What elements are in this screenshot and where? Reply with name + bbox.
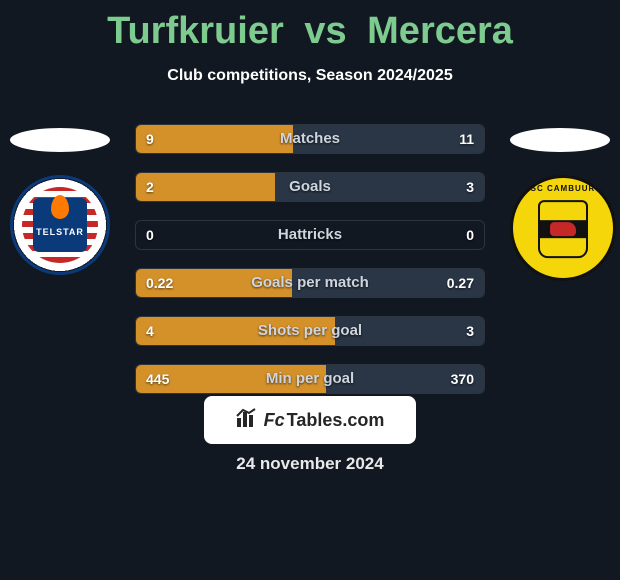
club-logo-left: TELSTAR (10, 175, 110, 275)
stat-label: Goals per match (136, 269, 484, 297)
subtitle: Club competitions, Season 2024/2025 (0, 67, 620, 85)
stat-row: 445370Min per goal (135, 364, 485, 394)
left-lozenge (10, 128, 110, 152)
comparison-bars: 911Matches 23Goals 00Hattricks 0.220.27Goal… (135, 124, 485, 412)
brand-chart-icon (236, 408, 258, 433)
page-title: Turfkruier vs Mercera (0, 0, 620, 53)
stat-label: Hattricks (136, 221, 484, 249)
title-player-2: Mercera (367, 10, 513, 52)
club-right-name: SC CAMBUUR (513, 184, 613, 193)
stat-label: Goals (136, 173, 484, 201)
title-vs: vs (304, 10, 346, 52)
stat-label: Shots per goal (136, 317, 484, 345)
stat-row: 911Matches (135, 124, 485, 154)
date: 24 november 2024 (0, 454, 620, 474)
stat-row: 43Shots per goal (135, 316, 485, 346)
stat-row: 0.220.27Goals per match (135, 268, 485, 298)
stat-label: Min per goal (136, 365, 484, 393)
stat-label: Matches (136, 125, 484, 153)
right-lozenge (510, 128, 610, 152)
brand-text: FcTables.com (264, 410, 385, 431)
stat-row: 00Hattricks (135, 220, 485, 250)
brand-box: FcTables.com (204, 396, 416, 444)
club-logo-right: SC CAMBUUR (510, 175, 610, 275)
stat-row: 23Goals (135, 172, 485, 202)
title-player-1: Turfkruier (107, 10, 284, 52)
